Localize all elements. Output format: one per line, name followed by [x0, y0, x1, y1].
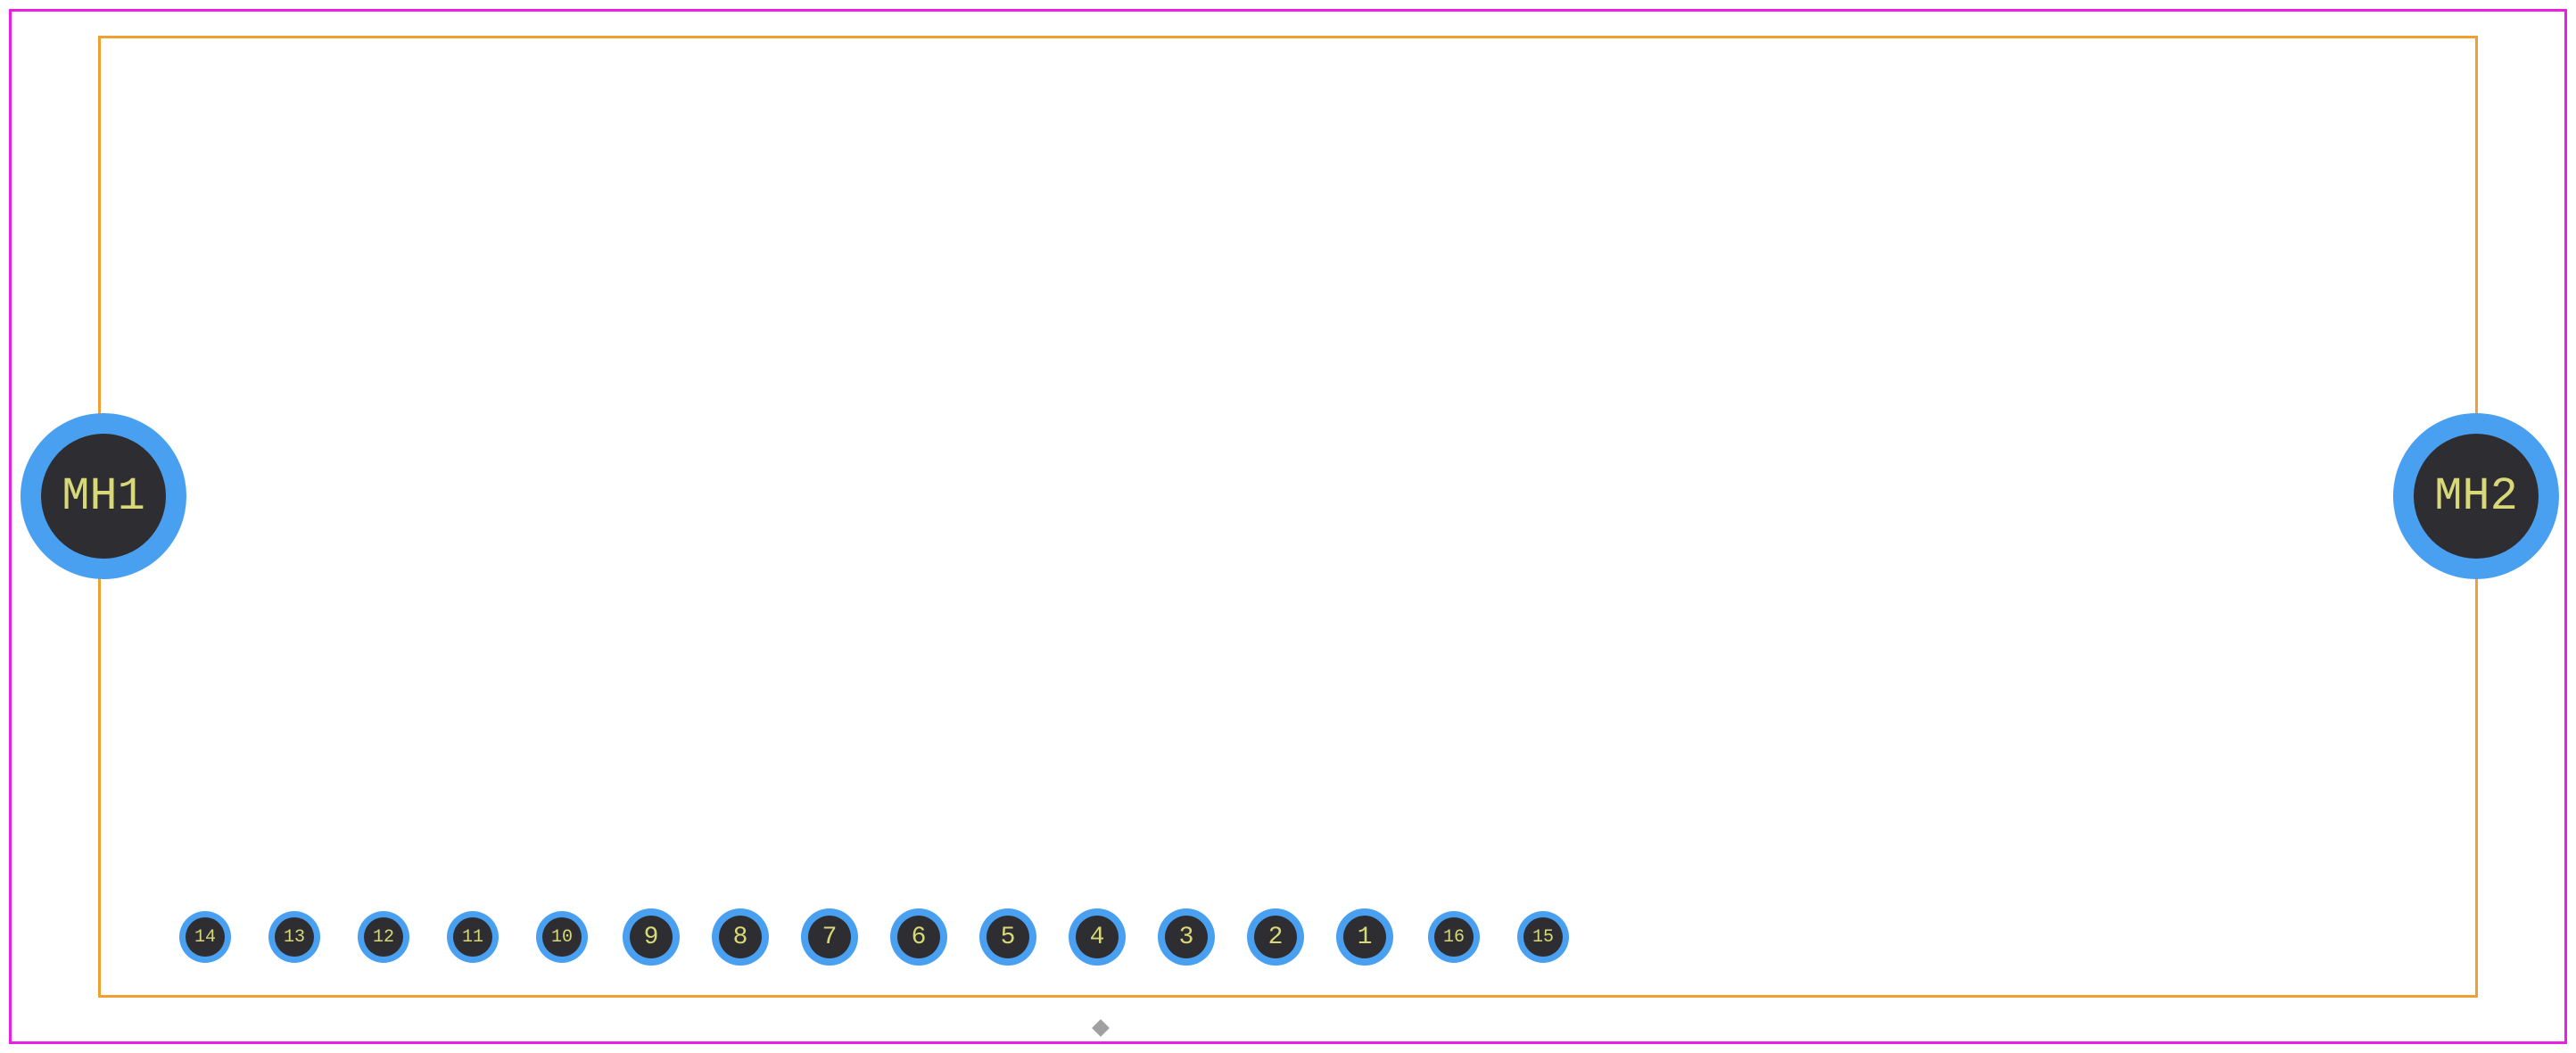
pin-3-inner: 3 — [1165, 916, 1208, 958]
pin-15-label: 15 — [1532, 927, 1554, 948]
pin-14-label: 14 — [194, 927, 216, 948]
pin-8: 8 — [712, 908, 769, 966]
pin-3-label: 3 — [1179, 924, 1194, 951]
pin-4: 4 — [1069, 908, 1126, 966]
pin-10-inner: 10 — [542, 917, 582, 957]
pin-16-label: 16 — [1443, 927, 1465, 948]
pin-9-label: 9 — [644, 924, 659, 951]
pin-4-inner: 4 — [1076, 916, 1119, 958]
pin-3: 3 — [1158, 908, 1215, 966]
mounting-hole-2: MH2 — [2393, 413, 2559, 579]
pin-9-inner: 9 — [630, 916, 673, 958]
inner-frame — [98, 36, 2478, 998]
pin-12-label: 12 — [373, 927, 394, 948]
pin-16: 16 — [1428, 911, 1480, 963]
pin-1: 1 — [1336, 908, 1393, 966]
pin-5-label: 5 — [1001, 924, 1016, 951]
pin-9: 9 — [623, 908, 680, 966]
mounting-hole-2-inner: MH2 — [2414, 434, 2539, 559]
pin-12: 12 — [358, 911, 409, 963]
pin-16-inner: 16 — [1434, 917, 1474, 957]
mounting-hole-1: MH1 — [21, 413, 186, 579]
pin-13: 13 — [268, 911, 320, 963]
pin-13-label: 13 — [284, 927, 305, 948]
pin-7-inner: 7 — [808, 916, 851, 958]
pin-8-label: 8 — [733, 924, 748, 951]
pin-10: 10 — [536, 911, 588, 963]
pin-6-inner: 6 — [897, 916, 940, 958]
pin-5-inner: 5 — [987, 916, 1029, 958]
pin-10-label: 10 — [551, 927, 573, 948]
pin-7: 7 — [801, 908, 858, 966]
mounting-hole-1-inner: MH1 — [41, 434, 166, 559]
pin-4-label: 4 — [1090, 924, 1105, 951]
pin-7-label: 7 — [822, 924, 838, 951]
pin-2: 2 — [1247, 908, 1304, 966]
pin-14-inner: 14 — [186, 917, 225, 957]
pin-11: 11 — [447, 911, 499, 963]
pin-2-inner: 2 — [1254, 916, 1297, 958]
pin-6-label: 6 — [912, 924, 927, 951]
pin-6: 6 — [890, 908, 947, 966]
pin-15-inner: 15 — [1523, 917, 1563, 957]
pin-15: 15 — [1517, 911, 1569, 963]
pin-11-label: 11 — [462, 927, 483, 948]
pin-14: 14 — [179, 911, 231, 963]
pin-13-inner: 13 — [275, 917, 314, 957]
pin-12-inner: 12 — [364, 917, 403, 957]
pin-1-label: 1 — [1358, 924, 1373, 951]
pin-1-inner: 1 — [1343, 916, 1386, 958]
mounting-hole-1-label: MH1 — [62, 470, 145, 523]
pin-11-inner: 11 — [453, 917, 492, 957]
mounting-hole-2-label: MH2 — [2434, 470, 2518, 523]
pin-5: 5 — [979, 908, 1036, 966]
pin-8-inner: 8 — [719, 916, 762, 958]
pin-2-label: 2 — [1268, 924, 1284, 951]
